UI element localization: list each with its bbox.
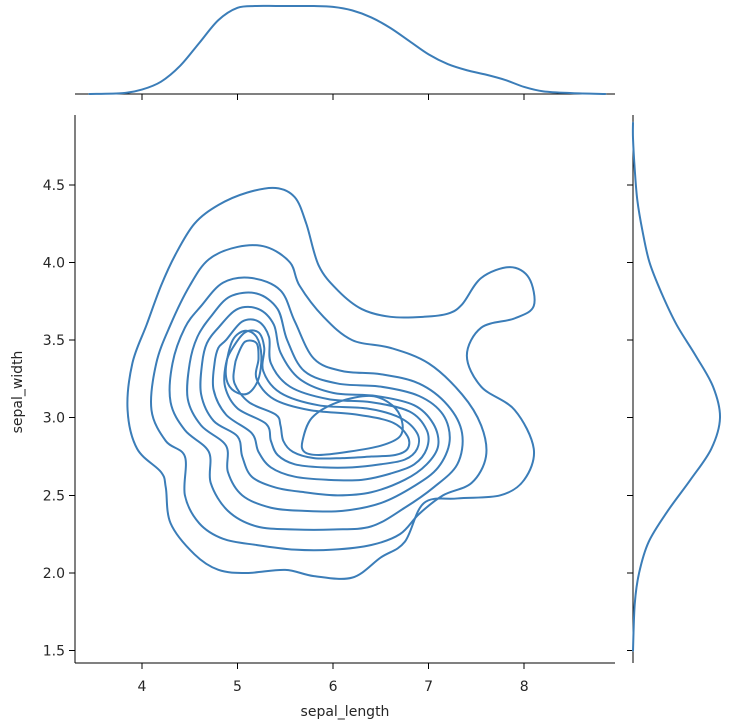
x-tick-label: 5 — [233, 679, 242, 695]
kde-contour-level-2 — [150, 244, 488, 552]
x-axis-label: sepal_length — [301, 704, 390, 720]
joint-axes: 4 5 6 7 8 1.5 2.0 2.5 3.0 3.5 4.0 4.5 sepal_length… — [10, 115, 615, 720]
kde-contour-level-10 — [300, 394, 404, 456]
marginal-y-density-curve — [631, 121, 722, 652]
y-tick-label: 3.5 — [43, 333, 65, 349]
kde-contour-level-1 — [126, 186, 536, 580]
marginal-x-density-curve — [88, 4, 607, 95]
x-tick-label: 6 — [329, 679, 338, 695]
kde-contour-level-3 — [168, 276, 464, 531]
y-axis-ticks: 1.5 2.0 2.5 3.0 3.5 4.0 4.5 — [43, 178, 75, 660]
kde-contour-level-5 — [199, 305, 440, 497]
kde-contour-level-4 — [186, 291, 451, 513]
y-tick-label: 2.5 — [43, 488, 65, 504]
kde-contour-level-7 — [223, 329, 421, 469]
x-tick-label: 4 — [137, 679, 146, 695]
y-axis-label: sepal_width — [10, 351, 26, 434]
marginal-x-ticks — [141, 94, 525, 100]
y-tick-label: 4.0 — [43, 255, 65, 271]
x-tick-label: 7 — [424, 679, 433, 695]
y-tick-label: 4.5 — [43, 178, 65, 194]
x-axis-ticks: 4 5 6 7 8 — [137, 663, 529, 695]
kde-contour-level-8 — [232, 339, 411, 460]
kde-contour-level-9 — [224, 329, 263, 396]
x-tick-label: 8 — [520, 679, 529, 695]
kde-contour-level-6 — [211, 318, 430, 482]
y-tick-label: 1.5 — [43, 644, 65, 660]
marginal-y-axes — [627, 115, 722, 663]
y-tick-label: 2.0 — [43, 566, 65, 582]
marginal-x-axes — [75, 4, 615, 100]
marginal-y-ticks — [627, 184, 633, 652]
y-tick-label: 3.0 — [43, 411, 65, 427]
kde-contour-group — [126, 186, 536, 580]
